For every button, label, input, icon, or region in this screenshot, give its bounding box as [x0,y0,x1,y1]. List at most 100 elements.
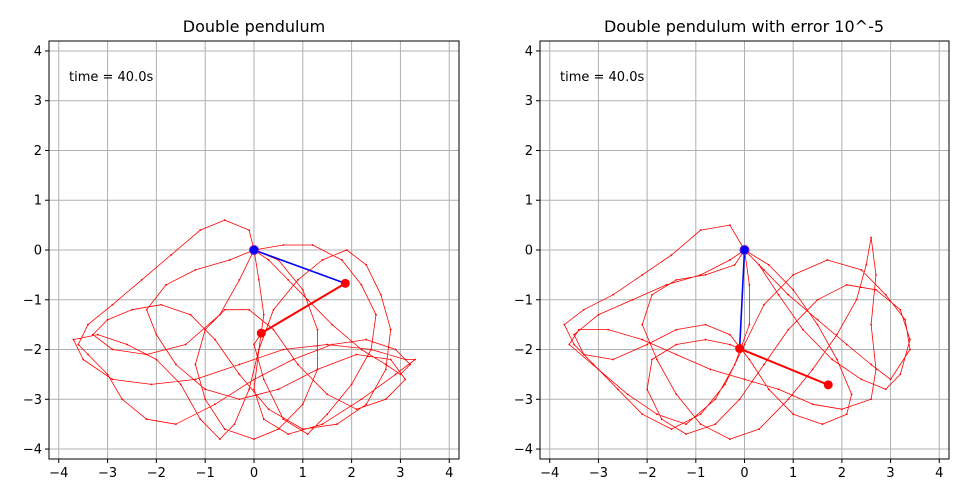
trace-point [404,378,407,381]
pendulum-bob-2 [823,380,833,390]
x-tick-label: −1 [686,466,705,481]
trace-point [394,373,397,376]
trace-point [592,363,595,366]
trace-point [126,343,128,346]
trace-point [816,298,819,301]
trace-point [597,313,600,316]
trace-point [675,393,678,396]
trace-point [655,413,658,416]
trace-point [331,343,333,346]
trace-point [704,338,707,341]
x-tick-label: 4 [935,466,943,481]
pivot-point [249,245,259,255]
trace-point [204,328,207,331]
trace-point [199,418,202,421]
trace-point [384,363,387,366]
trace-point [223,308,226,311]
trace-point [194,269,197,271]
trace-point [845,343,848,346]
trace-point [326,343,329,346]
y-tick-label: 0 [525,244,533,259]
trace-point [875,273,877,276]
pendulum-rod-2 [260,282,346,334]
trace-point [802,328,804,331]
trace-point [238,373,241,376]
trace-point [253,343,255,346]
y-tick-label: 0 [34,244,42,259]
trace-point [612,358,614,361]
trace-point [389,328,392,331]
y-tick-label: 3 [34,94,42,109]
trace-point [767,388,770,391]
trace-point [655,358,658,361]
trace-point [223,219,226,222]
trace-point [573,343,575,346]
trace-point [165,283,168,286]
trace-point [617,388,619,391]
trace-point [384,368,387,371]
x-tick-label: −2 [147,466,166,481]
trace-point [189,313,192,316]
trace-point [214,338,216,341]
y-tick-label: −1 [23,293,42,308]
time-annotation: time = 40.0s [69,70,153,85]
trace-point [675,343,678,346]
trace-point [150,383,153,386]
trace-point [238,398,241,401]
y-tick-label: −1 [514,293,533,308]
trace-point [728,438,731,440]
trace-point [899,308,902,311]
y-tick-label: 4 [34,44,42,59]
trace-point [306,298,309,301]
trace-point [875,288,877,291]
trace-point [301,428,304,431]
trace-point [651,358,653,361]
trace-point [262,418,265,421]
trace-point [763,303,765,306]
trace-point [777,293,780,296]
y-tick-label: −3 [514,393,533,408]
trace-point [87,323,89,326]
trace-point [204,388,207,391]
trace-point [850,393,853,396]
x-tick-label: −1 [196,466,215,481]
trace-point [160,303,163,306]
trace-point [248,229,251,231]
trajectory-trace [563,224,911,440]
trace-point [204,398,207,401]
x-tick-label: 3 [396,466,404,481]
trace-point [709,368,712,371]
trace-point [287,433,290,436]
trace-point [641,413,644,416]
trace-point [287,278,290,281]
trace-point [787,398,790,401]
trace-point [194,378,197,381]
trace-point [641,338,644,341]
trace-point [331,323,333,326]
trace-point [763,269,765,271]
trace-point [763,363,765,366]
trace-point [792,413,795,416]
trace-point [826,259,829,261]
x-tick-label: −4 [540,466,559,481]
trace-point [340,259,343,261]
x-tick-label: 0 [740,466,748,481]
x-tick-label: −3 [589,466,608,481]
trace-point [578,328,580,331]
trace-point [870,323,872,326]
trace-point [218,438,221,440]
trace-point [816,323,819,326]
trace-point [607,328,610,331]
trace-point [670,428,673,431]
trace-point [218,313,221,316]
trace-point [582,308,585,311]
trace-point [845,283,848,286]
y-tick-label: −3 [23,393,42,408]
pendulum-bob-1 [735,344,745,354]
trace-point [582,353,585,356]
trace-point [301,288,304,291]
trace-point [277,388,280,391]
trace-point [238,363,241,366]
trace-point [899,373,902,376]
